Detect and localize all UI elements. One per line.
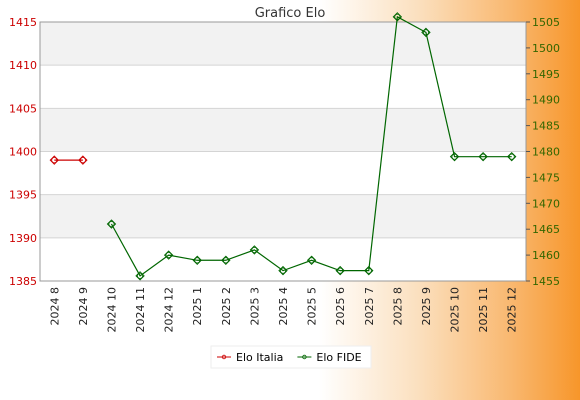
data-point-marker xyxy=(165,252,172,259)
grid-band xyxy=(40,237,526,281)
legend-label: Elo FIDE xyxy=(316,351,361,364)
data-point-marker xyxy=(394,13,401,20)
data-point-marker xyxy=(251,246,258,253)
grid-band xyxy=(40,194,526,238)
x-tick-label: 2025 9 xyxy=(420,287,433,326)
data-point-marker xyxy=(422,29,429,36)
data-point-marker xyxy=(137,272,144,279)
left-tick-label: 1405 xyxy=(9,102,37,115)
x-tick-label: 2025 12 xyxy=(506,287,519,333)
series-elo-fide xyxy=(106,12,517,281)
chart-title: Grafico Elo xyxy=(255,6,326,21)
x-tick-label: 2024 10 xyxy=(105,287,118,333)
data-point-marker xyxy=(308,257,315,264)
x-tick-label: 2024 11 xyxy=(134,287,147,333)
x-tick-label: 2024 9 xyxy=(77,287,90,326)
right-tick-label: 1475 xyxy=(532,171,560,184)
data-point-marker xyxy=(79,157,86,164)
x-tick-label: 2024 12 xyxy=(163,287,176,333)
left-tick-label: 1395 xyxy=(9,189,37,202)
x-tick-label: 2025 1 xyxy=(191,287,204,326)
x-tick-label: 2025 7 xyxy=(363,287,376,326)
grid-band xyxy=(40,151,526,195)
right-tick-label: 1490 xyxy=(532,94,560,107)
x-tick-label: 2025 3 xyxy=(248,287,261,326)
left-axis: 1385 1390 1395 1400 1405 1410 1415 xyxy=(9,16,37,288)
right-tick-label: 1500 xyxy=(532,42,560,55)
grid-band xyxy=(40,65,526,109)
left-tick-label: 1415 xyxy=(9,16,37,29)
x-tick-label: 2024 8 xyxy=(48,287,61,326)
legend-marker xyxy=(221,354,227,360)
legend-label: Elo Italia xyxy=(236,351,283,364)
data-point-marker xyxy=(108,221,115,228)
right-axis: 1455 1460 1465 1470 1475 1480 1485 1490 1495 1500… xyxy=(526,16,560,288)
right-tick-label: 1455 xyxy=(532,275,560,288)
series-line xyxy=(110,15,512,277)
data-point-marker xyxy=(51,157,58,164)
data-point-marker xyxy=(222,257,229,264)
data-point-marker xyxy=(279,267,286,274)
data-point-marker xyxy=(451,153,458,160)
data-point-marker xyxy=(365,267,372,274)
right-tick-label: 1505 xyxy=(532,16,560,29)
x-tick-label: 2025 10 xyxy=(449,287,462,333)
right-tick-label: 1465 xyxy=(532,223,560,236)
x-tick-label: 2025 4 xyxy=(277,287,290,326)
series-elo-italia xyxy=(49,155,88,165)
data-point-marker xyxy=(194,257,201,264)
legend-box xyxy=(210,345,372,369)
left-tick-label: 1410 xyxy=(9,59,37,72)
right-tick-label: 1470 xyxy=(532,197,560,210)
legend-marker xyxy=(302,354,307,360)
x-tick-label: 2025 8 xyxy=(391,287,404,326)
left-tick-label: 1400 xyxy=(9,146,37,159)
right-tick-label: 1480 xyxy=(532,146,560,159)
data-point-marker xyxy=(508,153,515,160)
left-tick-label: 1385 xyxy=(9,275,37,288)
x-tick-label: 2025 2 xyxy=(220,287,233,326)
x-tick-label: 2025 5 xyxy=(306,287,319,326)
grid-band xyxy=(40,108,526,152)
series-layer xyxy=(49,12,517,281)
x-tick-label: 2025 6 xyxy=(334,287,347,326)
right-tick-label: 1485 xyxy=(532,120,560,133)
grid-band xyxy=(40,22,526,66)
right-tick-label: 1460 xyxy=(532,249,560,262)
left-tick-label: 1390 xyxy=(9,232,37,245)
plot-background xyxy=(40,22,526,281)
right-tick-label: 1495 xyxy=(532,68,560,81)
x-tick-label: 2025 11 xyxy=(477,287,490,333)
data-point-marker xyxy=(337,267,344,274)
legend: Elo Italia Elo FIDE xyxy=(210,345,372,369)
data-point-marker xyxy=(480,153,487,160)
